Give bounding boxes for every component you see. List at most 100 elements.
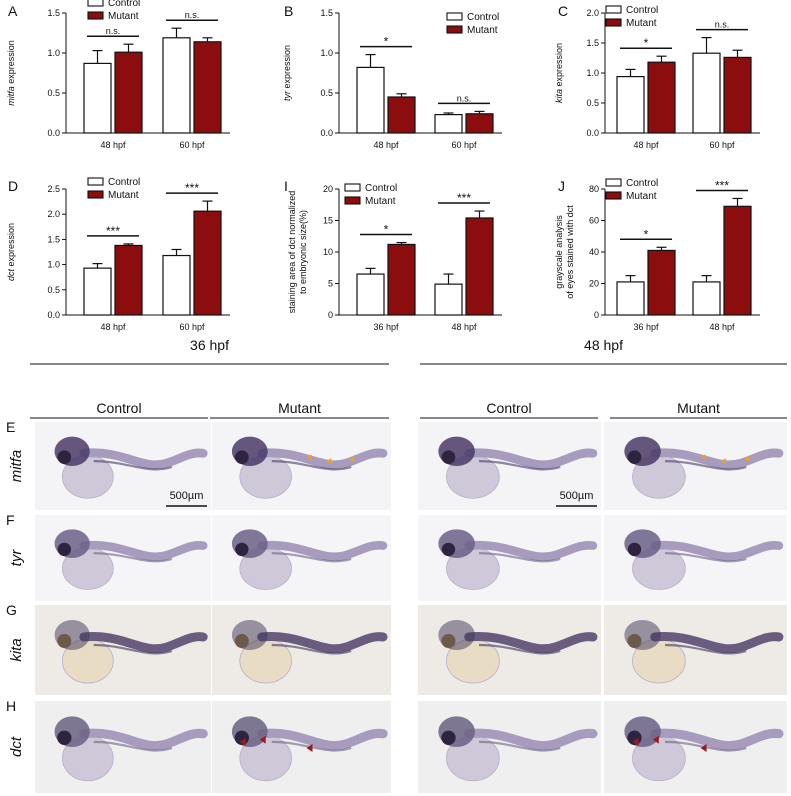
embryo-tail <box>650 632 784 654</box>
y-tick-label: 1.5 <box>47 8 60 18</box>
legend-swatch <box>605 191 622 200</box>
x-tick-label: 48 hpf <box>373 140 399 150</box>
y-axis-label-gene: kita <box>554 89 564 103</box>
y-tick-label: 60 <box>589 216 599 226</box>
bar-control <box>616 75 645 134</box>
y-tick-label: 0.5 <box>586 98 599 108</box>
y-tick-label: 0.0 <box>586 128 599 138</box>
embryo-stain-streak <box>271 552 352 563</box>
panel-letter: I <box>284 178 288 194</box>
x-tick-label: 60 hpf <box>179 322 205 332</box>
embryo-stain-streak <box>93 460 173 471</box>
embryo-stain-streak <box>664 740 747 752</box>
y-axis-label-line2: of eyes stained with dct <box>565 205 575 299</box>
significance-label: n.s. <box>715 20 730 30</box>
row-gene-label: dct <box>8 736 25 757</box>
red-arrow-icon <box>259 735 266 744</box>
y-tick-label: 1.5 <box>47 234 60 244</box>
legend-swatch <box>605 5 622 14</box>
embryo-tail <box>257 632 388 654</box>
embryo-image <box>604 422 787 510</box>
embryo-eye <box>627 450 642 465</box>
x-tick-label: 60 hpf <box>179 140 205 150</box>
y-tick-label: 1.0 <box>47 260 60 270</box>
y-tick-label: 0.0 <box>47 310 60 320</box>
significance-label: * <box>384 223 389 237</box>
row-gene-label: mitfa <box>8 450 25 483</box>
embryo-stain-streak <box>478 643 561 655</box>
significance-label: n.s. <box>457 93 472 103</box>
legend-label: Control <box>626 5 658 16</box>
x-tick-label: 36 hpf <box>373 322 399 332</box>
panel-letter: J <box>558 178 565 194</box>
image-background <box>604 422 787 510</box>
y-axis-label-gene: dct <box>6 269 16 282</box>
y-axis-label-rest: expression <box>554 43 564 89</box>
image-background <box>418 605 601 695</box>
bar-mutant <box>723 205 752 316</box>
image-background <box>604 605 787 695</box>
embryo-stain-streak <box>478 460 561 471</box>
bar-mutant <box>114 51 143 134</box>
embryo-tail <box>650 448 784 470</box>
embryo-tail <box>464 540 598 562</box>
orange-arrow-icon <box>306 454 312 461</box>
image-background <box>212 701 391 793</box>
y-tick-label: 0.5 <box>320 88 333 98</box>
y-tick-label: 0.0 <box>320 128 333 138</box>
red-arrow-icon <box>652 735 659 744</box>
embryo-stain-streak <box>93 552 173 563</box>
row-letter: G <box>6 602 17 618</box>
column-header: Mutant <box>278 400 321 416</box>
row-letter: H <box>6 698 16 714</box>
y-tick-label: 5 <box>328 279 333 289</box>
orange-arrow-icon <box>700 454 706 461</box>
image-background <box>604 515 787 601</box>
embryo-tail <box>464 448 598 470</box>
embryo-eye <box>441 542 456 557</box>
embryo-eye <box>234 634 249 648</box>
y-tick-label: 80 <box>589 184 599 194</box>
y-tick-label: 2.5 <box>47 184 60 194</box>
y-tick-label: 2.0 <box>47 209 60 219</box>
y-axis-label-rest: expression <box>6 40 16 86</box>
y-tick-label: 2.0 <box>586 8 599 18</box>
legend-swatch <box>87 0 104 7</box>
red-arrow-icon <box>306 744 313 752</box>
red-arrow-icon <box>700 744 707 752</box>
legend-label: Control <box>108 177 140 188</box>
bar-control <box>692 281 721 316</box>
legend-label: Control <box>467 12 499 23</box>
y-tick-label: 0.5 <box>47 285 60 295</box>
image-background <box>418 701 601 793</box>
bar-control <box>434 113 463 134</box>
embryo-stain-streak <box>478 740 561 752</box>
embryo-image <box>212 701 391 793</box>
y-axis-label-line1: staining area of dct normalized <box>287 191 297 314</box>
legend-label: Mutant <box>467 25 498 36</box>
image-background <box>35 422 211 510</box>
embryo-tail <box>79 448 208 470</box>
embryo-tail <box>650 540 784 562</box>
y-axis-label-rest: expression <box>282 45 292 91</box>
bar-mutant <box>193 210 222 316</box>
embryo-image <box>35 605 211 695</box>
y-tick-label: 1.0 <box>586 68 599 78</box>
embryo-stain-streak <box>93 740 173 752</box>
image-background <box>35 515 211 601</box>
embryo-stain-streak <box>271 460 352 471</box>
embryo-eye <box>441 450 456 465</box>
bar-control <box>162 254 191 316</box>
embryo-eye <box>234 450 249 465</box>
embryo-tail <box>257 540 388 562</box>
red-arrow-icon <box>239 737 246 746</box>
panel-letter: D <box>8 178 18 194</box>
legend-label: Mutant <box>108 11 139 22</box>
legend-label: Mutant <box>626 18 657 29</box>
x-tick-label: 36 hpf <box>633 322 659 332</box>
embryo-eye <box>235 542 249 557</box>
x-tick-label: 60 hpf <box>709 140 735 150</box>
embryo-tail <box>464 632 598 654</box>
x-tick-label: 48 hpf <box>100 322 126 332</box>
x-tick-label: 48 hpf <box>451 322 477 332</box>
